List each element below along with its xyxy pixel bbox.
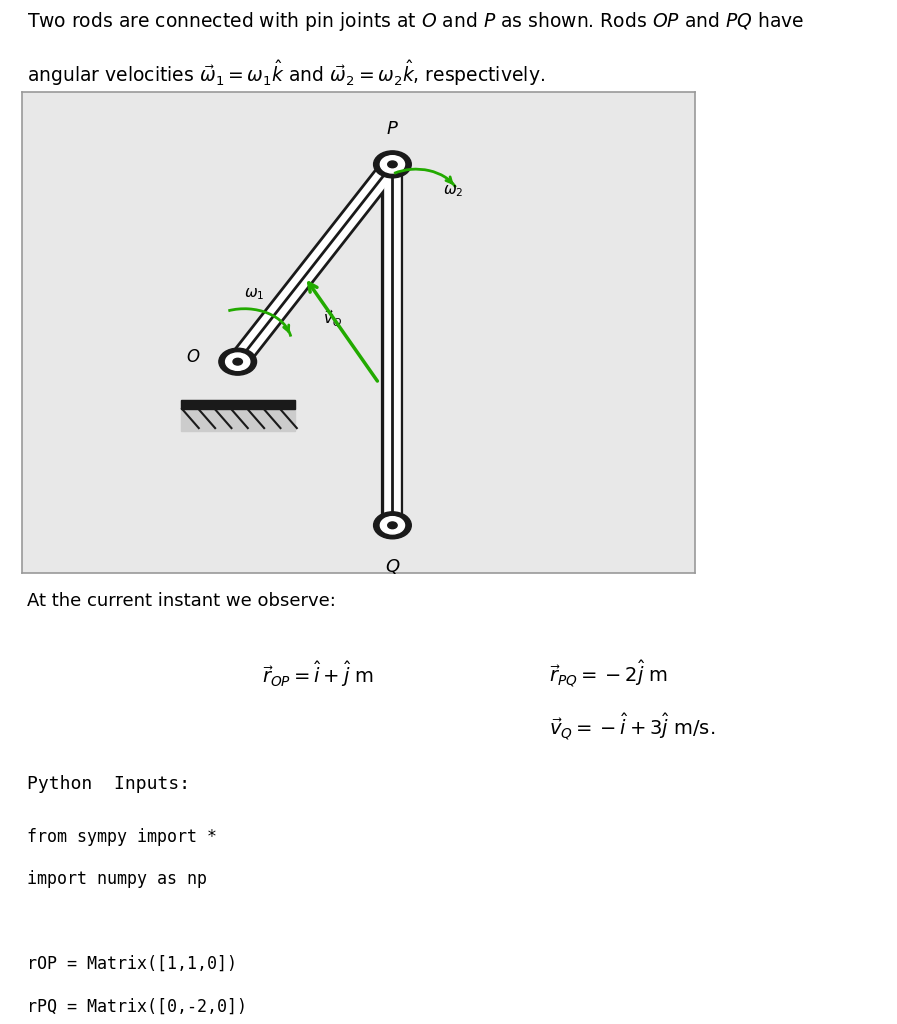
Circle shape xyxy=(388,161,397,168)
Circle shape xyxy=(374,512,411,539)
Text: rOP = Matrix([1,1,0]): rOP = Matrix([1,1,0]) xyxy=(27,955,237,973)
Circle shape xyxy=(380,156,405,173)
Text: rPQ = Matrix([0,-2,0]): rPQ = Matrix([0,-2,0]) xyxy=(27,997,247,1015)
Text: $\vec{v}_Q = -\hat{i} + 3\hat{j}$ m/s.: $\vec{v}_Q = -\hat{i} + 3\hat{j}$ m/s. xyxy=(549,713,715,742)
Text: $\vec{r}_{PQ} = -2\hat{j}$ m: $\vec{r}_{PQ} = -2\hat{j}$ m xyxy=(549,658,668,689)
Text: Two rods are connected with pin joints at $\it{O}$ and $\it{P}$ as shown. Rods $: Two rods are connected with pin joints a… xyxy=(27,10,805,33)
Circle shape xyxy=(380,517,405,534)
Circle shape xyxy=(388,522,397,528)
Bar xyxy=(180,400,295,409)
Circle shape xyxy=(226,353,249,371)
Text: $\vec{v}_Q$: $\vec{v}_Q$ xyxy=(323,309,342,331)
Circle shape xyxy=(233,358,242,365)
Circle shape xyxy=(374,151,411,178)
Circle shape xyxy=(219,348,257,375)
Text: $\omega_2$: $\omega_2$ xyxy=(443,183,464,200)
Text: import numpy as np: import numpy as np xyxy=(27,870,207,889)
Text: $\omega_1$: $\omega_1$ xyxy=(244,286,265,301)
Text: $\vec{r}_{OP} = \hat{i} + \hat{j}$ m: $\vec{r}_{OP} = \hat{i} + \hat{j}$ m xyxy=(262,658,374,689)
Text: At the current instant we observe:: At the current instant we observe: xyxy=(27,592,335,610)
Text: angular velocities $\vec{\omega}_1 = \omega_1\hat{k}$ and $\vec{\omega}_2 = \ome: angular velocities $\vec{\omega}_1 = \om… xyxy=(27,57,544,88)
Text: $Q$: $Q$ xyxy=(385,557,400,575)
Text: $P$: $P$ xyxy=(386,120,399,138)
Text: from sympy import *: from sympy import * xyxy=(27,828,217,846)
Text: Python  Inputs:: Python Inputs: xyxy=(27,774,190,793)
Bar xyxy=(180,400,295,431)
Text: $O$: $O$ xyxy=(187,348,201,366)
